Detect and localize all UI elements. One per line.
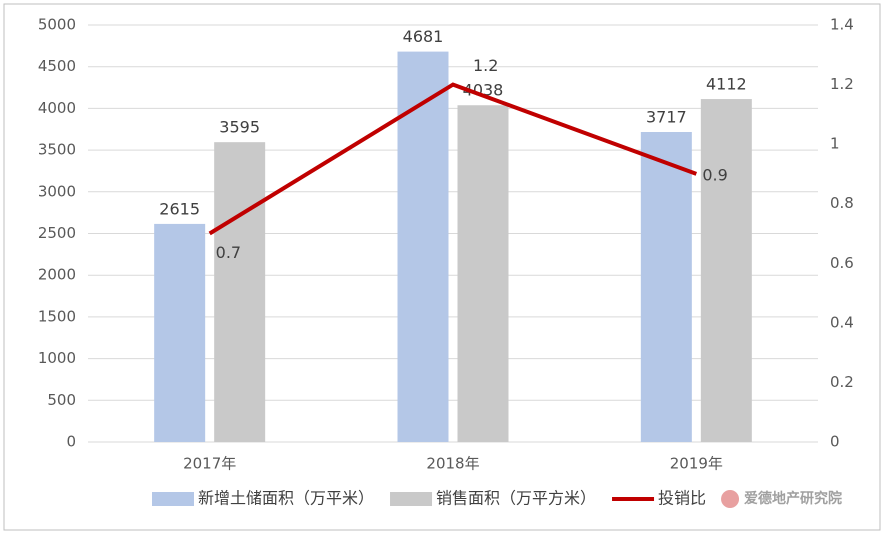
y2-tick-label: 1.4 (830, 16, 854, 34)
line (208, 82, 698, 236)
data-label: 4681 (403, 27, 444, 46)
bar (397, 51, 449, 442)
data-label: 3717 (646, 108, 687, 127)
y-tick-label: 2000 (38, 266, 76, 284)
bar (457, 105, 509, 442)
y2-tick-label: 0.8 (830, 194, 854, 212)
y-tick-label: 1500 (38, 307, 76, 325)
y2-tick-label: 1.2 (830, 75, 854, 93)
legend-swatch (152, 492, 194, 506)
watermark: 爱德地产研究院 (744, 490, 842, 507)
legend-label: 销售面积（万平方米） (436, 489, 596, 508)
y-tick-label: 3000 (38, 182, 76, 200)
line-label: 0.7 (216, 243, 241, 262)
y2-tick-label: 1 (830, 135, 840, 153)
y-tick-label: 3500 (38, 141, 76, 159)
bar (154, 223, 206, 442)
x-tick-label: 2018年 (426, 455, 479, 473)
y-tick-label: 4000 (38, 99, 76, 117)
y2-tick-label: 0.2 (830, 373, 854, 391)
line-label: 0.9 (702, 165, 727, 184)
data-label: 3595 (219, 118, 260, 137)
legend-label: 新增土储面积（万平米） (198, 489, 374, 508)
line-label: 1.2 (473, 56, 498, 75)
x-tick-label: 2017年 (183, 455, 236, 473)
y2-tick-label: 0 (830, 433, 840, 451)
y-tick-label: 5000 (38, 16, 76, 34)
data-label: 4112 (706, 75, 747, 94)
y2-tick-label: 0.6 (830, 254, 854, 272)
data-label: 4038 (463, 81, 504, 100)
y-tick-label: 1000 (38, 349, 76, 367)
y-tick-label: 500 (47, 391, 76, 409)
bar (700, 99, 752, 442)
y2-tick-label: 0.4 (830, 313, 854, 331)
bar (640, 132, 692, 442)
y-tick-label: 2500 (38, 224, 76, 242)
y-tick-label: 4500 (38, 57, 76, 75)
legend-label: 投销比 (658, 489, 706, 508)
bar (214, 142, 266, 442)
legend-swatch (390, 492, 433, 506)
data-label: 2615 (159, 199, 200, 218)
x-tick-label: 2019年 (670, 455, 723, 473)
y-tick-label: 0 (66, 433, 76, 451)
watermark-icon (721, 490, 740, 508)
